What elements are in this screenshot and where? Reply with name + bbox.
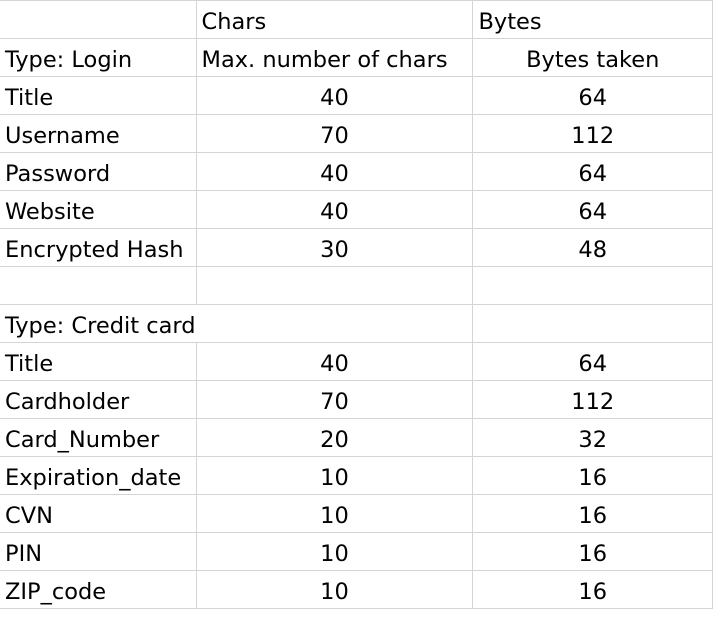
credit-card-header-row: Type: Credit card [0, 304, 713, 343]
table-row: Username 70 112 [0, 114, 713, 153]
empty-row [0, 266, 713, 305]
empty-cell[interactable] [196, 266, 474, 305]
bytes-cell[interactable]: 48 [472, 228, 713, 267]
field-name-cell[interactable]: Title [0, 342, 197, 381]
table-row: ZIP_code 10 16 [0, 570, 713, 609]
login-header-row: Type: Login Max. number of chars Bytes t… [0, 38, 713, 77]
bytes-cell[interactable]: 112 [472, 380, 713, 419]
empty-cell[interactable] [472, 266, 713, 305]
bytes-cell[interactable]: 64 [472, 190, 713, 229]
table-row: Title 40 64 [0, 76, 713, 115]
table-row: Password 40 64 [0, 152, 713, 191]
field-name-cell[interactable]: PIN [0, 532, 197, 571]
table-row: Website 40 64 [0, 190, 713, 229]
field-name-cell[interactable]: Expiration_date [0, 456, 197, 495]
bytes-cell[interactable]: 112 [472, 114, 713, 153]
table-row: CVN 10 16 [0, 494, 713, 533]
chars-cell[interactable]: 10 [196, 532, 474, 571]
table-row: PIN 10 16 [0, 532, 713, 571]
empty-cell[interactable] [196, 304, 474, 343]
table-row: Title 40 64 [0, 342, 713, 381]
field-name-cell[interactable]: CVN [0, 494, 197, 533]
table-row: Card_Number 20 32 [0, 418, 713, 457]
login-type-label[interactable]: Type: Login [0, 38, 197, 77]
chars-cell[interactable]: 70 [196, 114, 474, 153]
table-row: Expiration_date 10 16 [0, 456, 713, 495]
chars-cell[interactable]: 10 [196, 494, 474, 533]
bytes-cell[interactable]: 16 [472, 532, 713, 571]
chars-cell[interactable]: 40 [196, 76, 474, 115]
field-name-cell[interactable]: Website [0, 190, 197, 229]
bytes-group-header[interactable]: Bytes [472, 0, 713, 39]
chars-group-header[interactable]: Chars [196, 0, 474, 39]
credit-card-type-label[interactable]: Type: Credit card [0, 304, 197, 343]
table-row: Encrypted Hash 30 48 [0, 228, 713, 267]
field-name-cell[interactable]: Password [0, 152, 197, 191]
bytes-cell[interactable]: 64 [472, 342, 713, 381]
cell-a1[interactable] [0, 0, 197, 39]
bytes-cell[interactable]: 16 [472, 570, 713, 609]
field-name-cell[interactable]: ZIP_code [0, 570, 197, 609]
header-row: Chars Bytes [0, 0, 713, 39]
chars-cell[interactable]: 20 [196, 418, 474, 457]
field-name-cell[interactable]: Cardholder [0, 380, 197, 419]
bytes-cell[interactable]: 32 [472, 418, 713, 457]
field-name-cell[interactable]: Title [0, 76, 197, 115]
bytes-cell[interactable]: 16 [472, 494, 713, 533]
bytes-cell[interactable]: 16 [472, 456, 713, 495]
chars-cell[interactable]: 40 [196, 342, 474, 381]
chars-cell[interactable]: 40 [196, 190, 474, 229]
field-name-cell[interactable]: Encrypted Hash [0, 228, 197, 267]
max-chars-column-header[interactable]: Max. number of chars [196, 38, 474, 77]
field-name-cell[interactable]: Card_Number [0, 418, 197, 457]
bytes-cell[interactable]: 64 [472, 152, 713, 191]
spreadsheet-grid: Chars Bytes Type: Login Max. number of c… [0, 0, 713, 609]
bytes-taken-column-header[interactable]: Bytes taken [472, 38, 713, 77]
empty-cell[interactable] [472, 304, 713, 343]
empty-cell[interactable] [0, 266, 197, 305]
chars-cell[interactable]: 10 [196, 456, 474, 495]
chars-cell[interactable]: 40 [196, 152, 474, 191]
field-name-cell[interactable]: Username [0, 114, 197, 153]
chars-cell[interactable]: 30 [196, 228, 474, 267]
chars-cell[interactable]: 10 [196, 570, 474, 609]
table-row: Cardholder 70 112 [0, 380, 713, 419]
chars-cell[interactable]: 70 [196, 380, 474, 419]
bytes-cell[interactable]: 64 [472, 76, 713, 115]
